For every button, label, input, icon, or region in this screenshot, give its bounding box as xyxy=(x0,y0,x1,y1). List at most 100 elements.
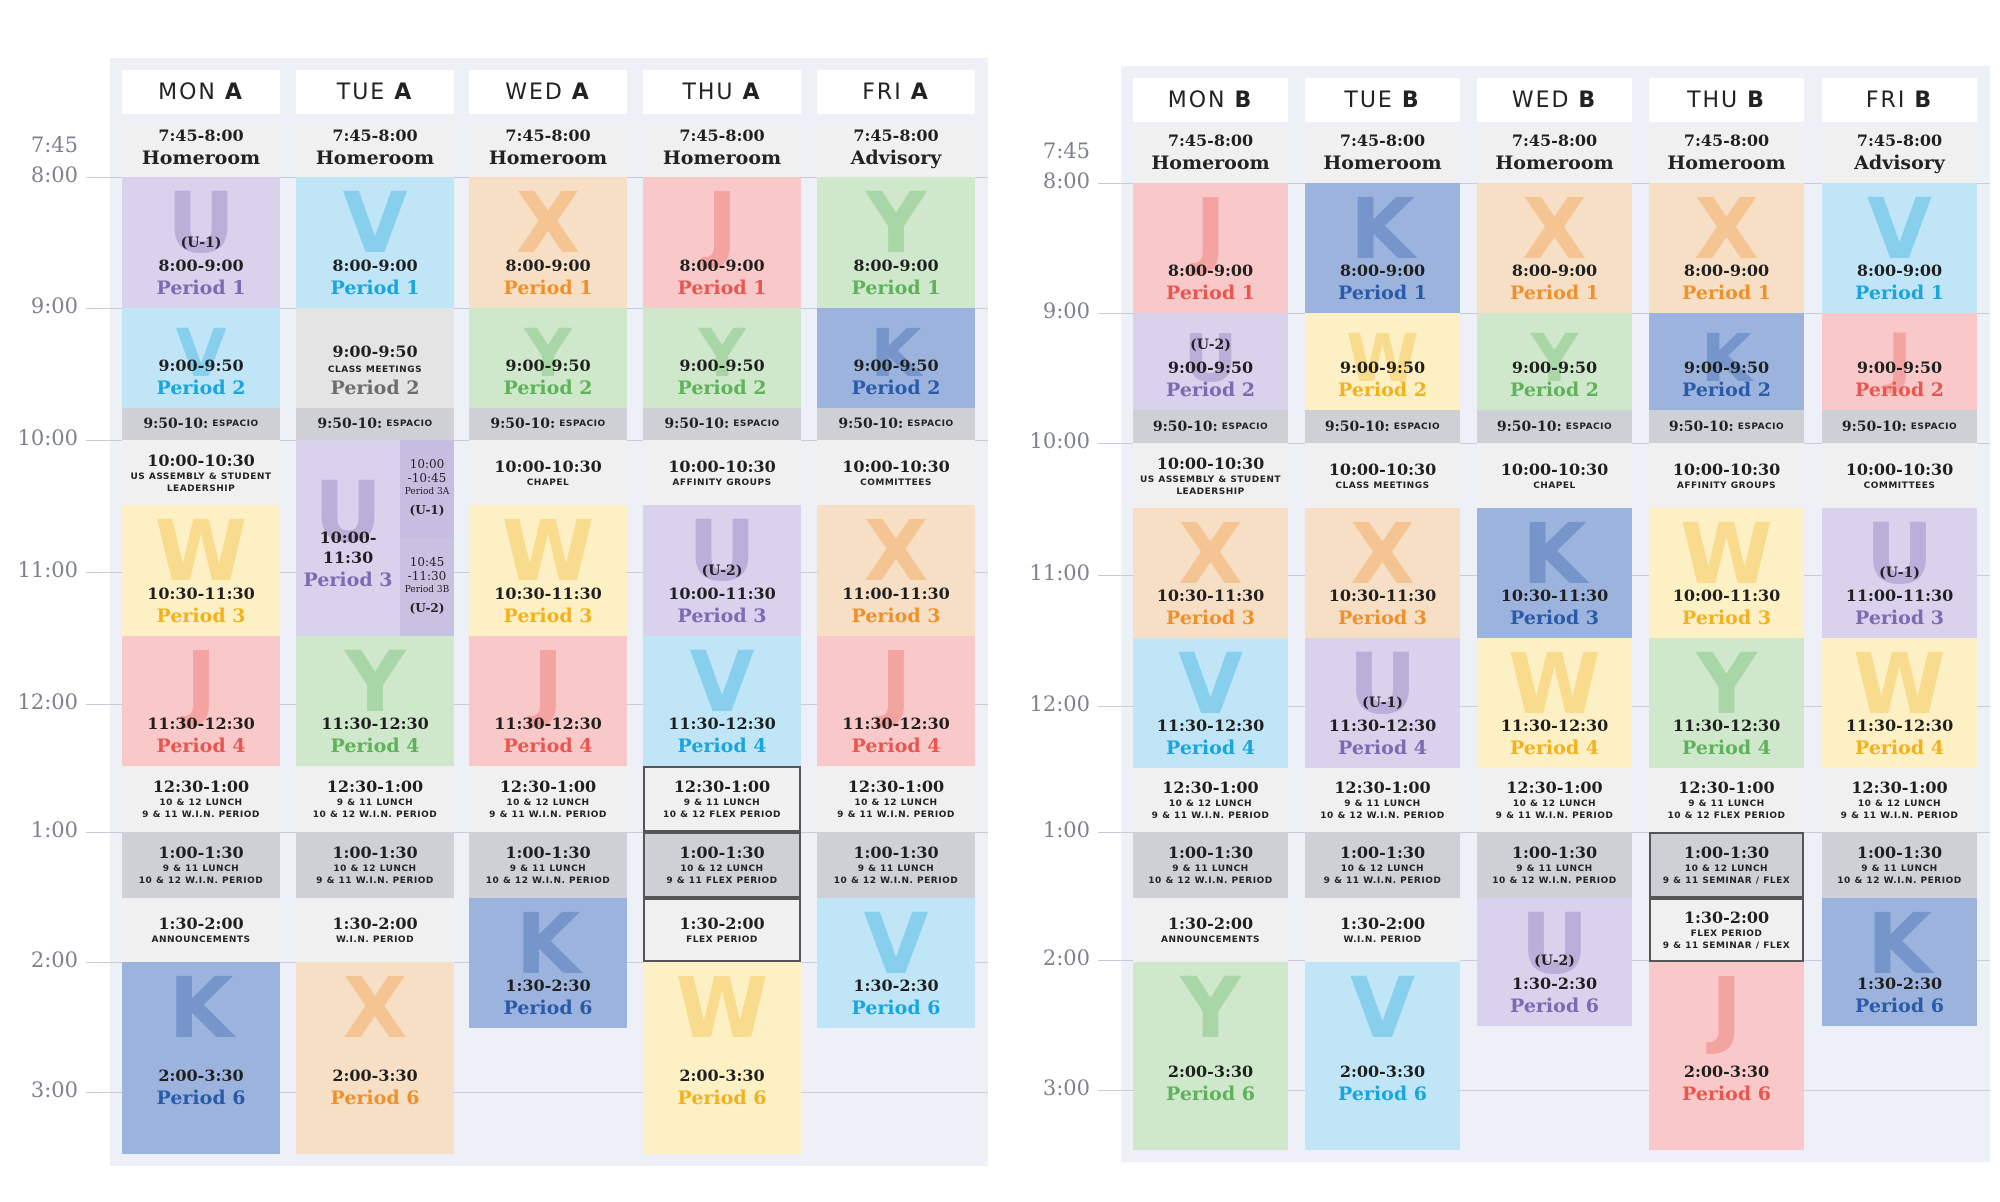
schedule-block-p4[interactable]: Y 11:30-12:30 Period 4 xyxy=(296,636,454,766)
schedule-block-esp[interactable]: 9:50-10: ESPACIO xyxy=(1305,410,1460,443)
schedule-block-esp[interactable]: 9:50-10: ESPACIO xyxy=(122,408,280,440)
schedule-block-l1[interactable]: 12:30-1:00 9 & 11 LUNCH 10 & 12 FLEX PERIO… xyxy=(643,766,801,832)
schedule-block-hr[interactable]: 7:45-8:00 Homeroom xyxy=(1133,128,1288,183)
schedule-block-p4[interactable]: V 11:30-12:30 Period 4 xyxy=(1133,638,1288,768)
schedule-block-ann[interactable]: 1:30-2:00 W.I.N. PERIOD xyxy=(1305,898,1460,962)
schedule-block-p2[interactable]: U (U-2) 9:00-9:50 Period 2 xyxy=(1133,313,1288,410)
schedule-block-hr[interactable]: 7:45-8:00 Homeroom xyxy=(643,124,801,177)
schedule-block-p1[interactable]: X 8:00-9:00 Period 1 xyxy=(1649,183,1804,313)
schedule-block-p1[interactable]: U (U-1) 8:00-9:00 Period 1 xyxy=(122,177,280,308)
schedule-block-p3[interactable]: W 10:00-11:30 Period 3 xyxy=(1649,508,1804,638)
schedule-block-tue3[interactable]: U 10:00-11:30 Period 3 10:00 -10:45 Period 3A… xyxy=(296,440,454,636)
schedule-block-p2[interactable]: W 9:00-9:50 Period 2 xyxy=(1305,313,1460,410)
schedule-block-mid[interactable]: 10:00-10:30 AFFINITY GROUPS xyxy=(643,440,801,505)
schedule-block-ann[interactable]: 1:30-2:00 FLEX PERIOD 9 & 11 SEMINAR / FLE… xyxy=(1649,898,1804,962)
schedule-block-esp[interactable]: 9:50-10: ESPACIO xyxy=(1477,410,1632,443)
schedule-block-p1[interactable]: V 8:00-9:00 Period 1 xyxy=(1822,183,1977,313)
schedule-block-p2[interactable]: 9:00-9:50 CLASS MEETINGS Period 2 xyxy=(296,308,454,408)
schedule-block-l1[interactable]: 12:30-1:00 10 & 12 LUNCH 9 & 11 W.I.N. PER… xyxy=(122,766,280,832)
schedule-block-esp[interactable]: 9:50-10: ESPACIO xyxy=(817,408,975,440)
schedule-block-p1[interactable]: V 8:00-9:00 Period 1 xyxy=(296,177,454,308)
schedule-block-p6s[interactable]: U (U-2) 1:30-2:30 Period 6 xyxy=(1477,898,1632,1026)
schedule-block-mid[interactable]: 10:00-10:30 CHAPEL xyxy=(1477,443,1632,508)
schedule-block-l2[interactable]: 1:00-1:30 9 & 11 LUNCH 10 & 12 W.I.N. PERI… xyxy=(1477,832,1632,898)
schedule-block-l1[interactable]: 12:30-1:00 10 & 12 LUNCH 9 & 11 W.I.N. PER… xyxy=(817,766,975,832)
schedule-block-esp[interactable]: 9:50-10: ESPACIO xyxy=(469,408,627,440)
schedule-block-p3[interactable]: X 11:00-11:30 Period 3 xyxy=(817,505,975,636)
schedule-block-l1[interactable]: 12:30-1:00 10 & 12 LUNCH 9 & 11 W.I.N. PER… xyxy=(469,766,627,832)
schedule-block-p3[interactable]: W 10:30-11:30 Period 3 xyxy=(469,505,627,636)
schedule-block-mid[interactable]: 10:00-10:30 US ASSEMBLY & STUDENT LEADERS… xyxy=(122,440,280,505)
schedule-block-p1[interactable]: X 8:00-9:00 Period 1 xyxy=(469,177,627,308)
schedule-block-p1[interactable]: J 8:00-9:00 Period 1 xyxy=(643,177,801,308)
schedule-block-esp[interactable]: 9:50-10: ESPACIO xyxy=(1133,410,1288,443)
schedule-block-l2[interactable]: 1:00-1:30 10 & 12 LUNCH 9 & 11 SEMINAR / F… xyxy=(1649,832,1804,898)
schedule-block-p6s[interactable]: K 1:30-2:30 Period 6 xyxy=(469,898,627,1028)
schedule-block-l1[interactable]: 12:30-1:00 9 & 11 LUNCH 10 & 12 FLEX PERIO… xyxy=(1649,768,1804,832)
schedule-block-p1[interactable]: X 8:00-9:00 Period 1 xyxy=(1477,183,1632,313)
schedule-block-l1[interactable]: 12:30-1:00 10 & 12 LUNCH 9 & 11 W.I.N. PER… xyxy=(1822,768,1977,832)
schedule-block-p1[interactable]: J 8:00-9:00 Period 1 xyxy=(1133,183,1288,313)
schedule-block-mid[interactable]: 10:00-10:30 CLASS MEETINGS xyxy=(1305,443,1460,508)
schedule-block-p2[interactable]: Y 9:00-9:50 Period 2 xyxy=(469,308,627,408)
schedule-block-p1[interactable]: Y 8:00-9:00 Period 1 xyxy=(817,177,975,308)
schedule-block-mid[interactable]: 10:00-10:30 AFFINITY GROUPS xyxy=(1649,443,1804,508)
schedule-block-ann[interactable]: 1:30-2:00 W.I.N. PERIOD xyxy=(296,898,454,962)
schedule-block-p3[interactable]: X 10:30-11:30 Period 3 xyxy=(1133,508,1288,638)
schedule-block-l2[interactable]: 1:00-1:30 10 & 12 LUNCH 9 & 11 FLEX PERIOD xyxy=(643,832,801,898)
schedule-block-esp[interactable]: 9:50-10: ESPACIO xyxy=(296,408,454,440)
schedule-block-mid[interactable]: 10:00-10:30 CHAPEL xyxy=(469,440,627,505)
schedule-block-p4[interactable]: W 11:30-12:30 Period 4 xyxy=(1822,638,1977,768)
schedule-block-mid[interactable]: 10:00-10:30 US ASSEMBLY & STUDENT LEADERS… xyxy=(1133,443,1288,508)
schedule-block-p3[interactable]: W 10:30-11:30 Period 3 xyxy=(122,505,280,636)
schedule-block-esp[interactable]: 9:50-10: ESPACIO xyxy=(1649,410,1804,443)
schedule-block-p2[interactable]: J 9:00-9:50 Period 2 xyxy=(1822,313,1977,410)
schedule-block-p1[interactable]: K 8:00-9:00 Period 1 xyxy=(1305,183,1460,313)
schedule-block-ann[interactable]: 1:30-2:00 ANNOUNCEMENTS xyxy=(122,898,280,962)
period-3b-block[interactable]: 10:45 -11:30 Period 3B (U-2) xyxy=(400,538,454,636)
schedule-block-l1[interactable]: 12:30-1:00 9 & 11 LUNCH 10 & 12 W.I.N. PER… xyxy=(1305,768,1460,832)
schedule-block-p6[interactable]: J 2:00-3:30 Period 6 xyxy=(1649,962,1804,1150)
schedule-block-hr[interactable]: 7:45-8:00 Homeroom xyxy=(1305,128,1460,183)
schedule-block-p4[interactable]: W 11:30-12:30 Period 4 xyxy=(1477,638,1632,768)
schedule-block-l2[interactable]: 1:00-1:30 10 & 12 LUNCH 9 & 11 W.I.N. PERI… xyxy=(296,832,454,898)
schedule-block-p4[interactable]: J 11:30-12:30 Period 4 xyxy=(122,636,280,766)
schedule-block-p6[interactable]: K 2:00-3:30 Period 6 xyxy=(122,962,280,1154)
schedule-block-p6s[interactable]: K 1:30-2:30 Period 6 xyxy=(1822,898,1977,1026)
schedule-block-hr[interactable]: 7:45-8:00 Advisory xyxy=(817,124,975,177)
schedule-block-p3[interactable]: U (U-1) 11:00-11:30 Period 3 xyxy=(1822,508,1977,638)
schedule-block-hr[interactable]: 7:45-8:00 Homeroom xyxy=(1477,128,1632,183)
schedule-block-hr[interactable]: 7:45-8:00 Advisory xyxy=(1822,128,1977,183)
schedule-block-p3[interactable]: K 10:30-11:30 Period 3 xyxy=(1477,508,1632,638)
schedule-block-p4[interactable]: Y 11:30-12:30 Period 4 xyxy=(1649,638,1804,768)
schedule-block-p4[interactable]: J 11:30-12:30 Period 4 xyxy=(469,636,627,766)
period-3a-block[interactable]: 10:00 -10:45 Period 3A (U-1) xyxy=(400,440,454,538)
schedule-block-mid[interactable]: 10:00-10:30 COMMITTEES xyxy=(1822,443,1977,508)
schedule-block-mid[interactable]: 10:00-10:30 COMMITTEES xyxy=(817,440,975,505)
schedule-block-p6s[interactable]: V 1:30-2:30 Period 6 xyxy=(817,898,975,1028)
schedule-block-p6[interactable]: V 2:00-3:30 Period 6 xyxy=(1305,962,1460,1150)
schedule-block-l2[interactable]: 1:00-1:30 9 & 11 LUNCH 10 & 12 W.I.N. PERI… xyxy=(1822,832,1977,898)
schedule-block-esp[interactable]: 9:50-10: ESPACIO xyxy=(643,408,801,440)
schedule-block-p2[interactable]: Y 9:00-9:50 Period 2 xyxy=(643,308,801,408)
schedule-block-p3[interactable]: U (U-2) 10:00-11:30 Period 3 xyxy=(643,505,801,636)
schedule-block-hr[interactable]: 7:45-8:00 Homeroom xyxy=(296,124,454,177)
schedule-block-esp[interactable]: 9:50-10: ESPACIO xyxy=(1822,410,1977,443)
schedule-block-hr[interactable]: 7:45-8:00 Homeroom xyxy=(1649,128,1804,183)
schedule-block-p4[interactable]: U (U-1) 11:30-12:30 Period 4 xyxy=(1305,638,1460,768)
schedule-block-p3[interactable]: X 10:30-11:30 Period 3 xyxy=(1305,508,1460,638)
schedule-block-l2[interactable]: 1:00-1:30 9 & 11 LUNCH 10 & 12 W.I.N. PERI… xyxy=(122,832,280,898)
schedule-block-p2[interactable]: K 9:00-9:50 Period 2 xyxy=(817,308,975,408)
schedule-block-l2[interactable]: 1:00-1:30 10 & 12 LUNCH 9 & 11 W.I.N. PERI… xyxy=(1305,832,1460,898)
schedule-block-p6[interactable]: W 2:00-3:30 Period 6 xyxy=(643,962,801,1154)
schedule-block-p2[interactable]: V 9:00-9:50 Period 2 xyxy=(122,308,280,408)
schedule-block-p4[interactable]: V 11:30-12:30 Period 4 xyxy=(643,636,801,766)
schedule-block-hr[interactable]: 7:45-8:00 Homeroom xyxy=(122,124,280,177)
schedule-block-p6[interactable]: Y 2:00-3:30 Period 6 xyxy=(1133,962,1288,1150)
schedule-block-l2[interactable]: 1:00-1:30 9 & 11 LUNCH 10 & 12 W.I.N. PERI… xyxy=(1133,832,1288,898)
schedule-block-p4[interactable]: J 11:30-12:30 Period 4 xyxy=(817,636,975,766)
schedule-block-hr[interactable]: 7:45-8:00 Homeroom xyxy=(469,124,627,177)
schedule-block-l2[interactable]: 1:00-1:30 9 & 11 LUNCH 10 & 12 W.I.N. PERI… xyxy=(469,832,627,898)
schedule-block-l1[interactable]: 12:30-1:00 9 & 11 LUNCH 10 & 12 W.I.N. PER… xyxy=(296,766,454,832)
schedule-block-l1[interactable]: 12:30-1:00 10 & 12 LUNCH 9 & 11 W.I.N. PER… xyxy=(1477,768,1632,832)
